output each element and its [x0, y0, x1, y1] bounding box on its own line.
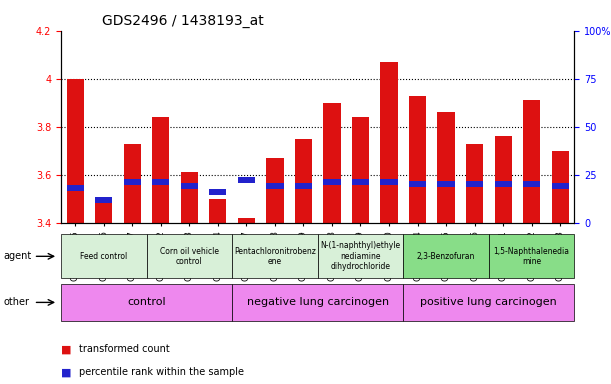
- Bar: [323, 103, 340, 223]
- Bar: [295, 139, 312, 223]
- Text: ■: ■: [61, 367, 71, 377]
- Text: control: control: [127, 297, 166, 308]
- Bar: [523, 100, 540, 223]
- Bar: [409, 181, 426, 187]
- Bar: [152, 179, 169, 185]
- Bar: [466, 181, 483, 187]
- Bar: [181, 172, 198, 223]
- Bar: [409, 96, 426, 223]
- Bar: [466, 144, 483, 223]
- Bar: [210, 189, 227, 195]
- Bar: [238, 177, 255, 184]
- Bar: [181, 183, 198, 189]
- Text: 2,3-Benzofuran: 2,3-Benzofuran: [417, 252, 475, 261]
- Bar: [124, 144, 141, 223]
- Text: ■: ■: [61, 344, 71, 354]
- Text: transformed count: transformed count: [79, 344, 170, 354]
- Text: Corn oil vehicle
control: Corn oil vehicle control: [160, 247, 219, 266]
- Bar: [381, 62, 398, 223]
- Bar: [266, 158, 284, 223]
- Text: agent: agent: [3, 251, 31, 262]
- Bar: [67, 79, 84, 223]
- Bar: [238, 218, 255, 223]
- Bar: [494, 136, 511, 223]
- Bar: [552, 183, 569, 189]
- Bar: [437, 113, 455, 223]
- Bar: [95, 197, 112, 203]
- Bar: [352, 179, 369, 185]
- Bar: [95, 199, 112, 223]
- Text: GDS2496 / 1438193_at: GDS2496 / 1438193_at: [102, 14, 264, 28]
- Bar: [67, 185, 84, 191]
- Bar: [210, 199, 227, 223]
- Bar: [437, 181, 455, 187]
- Bar: [295, 183, 312, 189]
- Bar: [381, 179, 398, 185]
- Text: Feed control: Feed control: [80, 252, 128, 261]
- Bar: [266, 183, 284, 189]
- Text: percentile rank within the sample: percentile rank within the sample: [79, 367, 244, 377]
- Text: N-(1-naphthyl)ethyle
nediamine
dihydrochloride: N-(1-naphthyl)ethyle nediamine dihydroch…: [320, 242, 401, 271]
- Bar: [152, 117, 169, 223]
- Text: negative lung carcinogen: negative lung carcinogen: [247, 297, 389, 308]
- Bar: [494, 181, 511, 187]
- Text: other: other: [3, 297, 29, 308]
- Bar: [552, 151, 569, 223]
- Text: positive lung carcinogen: positive lung carcinogen: [420, 297, 557, 308]
- Bar: [124, 179, 141, 185]
- Text: Pentachloronitrobenz
ene: Pentachloronitrobenz ene: [234, 247, 316, 266]
- Bar: [352, 117, 369, 223]
- Bar: [323, 179, 340, 185]
- Bar: [523, 181, 540, 187]
- Text: 1,5-Naphthalenedia
mine: 1,5-Naphthalenedia mine: [494, 247, 569, 266]
